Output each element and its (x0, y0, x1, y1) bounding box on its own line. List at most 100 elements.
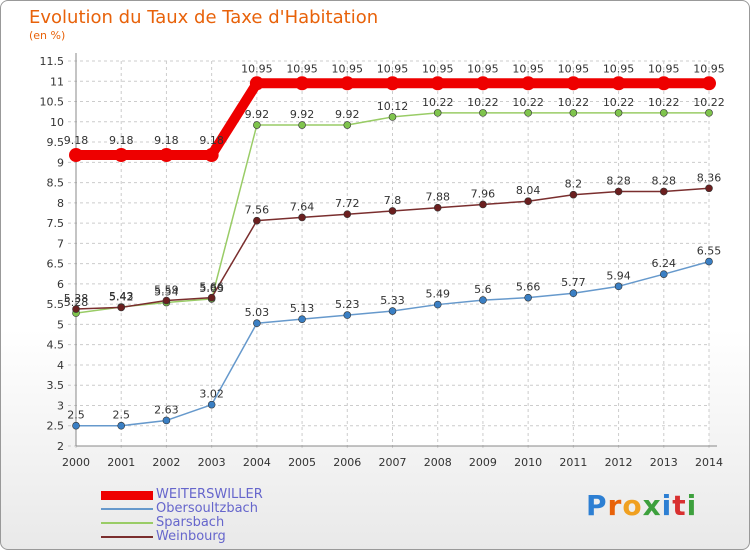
data-point-weinbourg (705, 184, 713, 193)
data-point-weiterswiller (385, 76, 400, 91)
data-label-obersoultzbach: 5.94 (606, 269, 631, 282)
y-tick-label: 5.5 (47, 298, 65, 311)
data-point-weinbourg (117, 303, 126, 312)
data-point-sparsbach (524, 109, 532, 117)
data-label-obersoultzbach: 5.49 (425, 288, 450, 301)
legend-swatch-sparsbach (101, 522, 153, 524)
data-point-sparsbach (253, 121, 261, 129)
data-label-sparsbach: 10.22 (558, 96, 590, 109)
data-point-weiterswiller (340, 76, 355, 91)
x-tick-label: 2013 (650, 456, 678, 469)
data-label-obersoultzbach: 5.23 (335, 298, 360, 311)
y-tick-label: 11 (50, 75, 64, 88)
data-label-sparsbach: 5.28 (64, 296, 89, 309)
data-label-sparsbach: 9.92 (245, 108, 270, 121)
logo-letter: x (642, 489, 662, 522)
data-label-weinbourg: 5.59 (154, 284, 179, 297)
data-point-weinbourg (479, 200, 487, 209)
logo-letter: t (672, 489, 687, 522)
chart-title: Evolution du Taux de Taxe d'Habitation (29, 7, 379, 28)
data-point-weinbourg (388, 207, 397, 215)
data-point-weinbourg (343, 210, 352, 218)
logo-letter: i (661, 489, 673, 522)
x-tick-label: 2000 (62, 456, 90, 469)
data-label-obersoultzbach: 2.5 (67, 409, 85, 422)
data-label-obersoultzbach: 2.5 (112, 409, 130, 422)
data-point-weiterswiller (656, 76, 671, 91)
data-point-obersoultzbach (569, 289, 578, 298)
data-label-weiterswiller: 10.95 (648, 62, 680, 75)
data-label-obersoultzbach: 2.63 (154, 403, 179, 416)
data-label-weinbourg: 5.38 (64, 292, 89, 305)
data-point-obersoultzbach (207, 400, 216, 409)
x-tick-label: 2003 (198, 456, 226, 469)
x-tick-label: 2007 (379, 456, 407, 469)
data-label-obersoultzbach: 5.13 (290, 302, 315, 315)
data-label-weinbourg: 8.28 (606, 174, 631, 187)
data-point-weinbourg (614, 187, 623, 196)
data-point-obersoultzbach (298, 315, 306, 323)
data-label-sparsbach: 9.92 (290, 108, 315, 121)
data-point-sparsbach (433, 109, 442, 117)
data-point-weiterswiller (159, 148, 174, 163)
y-tick-label: 8 (57, 197, 64, 210)
data-label-weinbourg: 8.36 (697, 171, 722, 184)
data-label-obersoultzbach: 5.66 (516, 281, 541, 294)
y-tick-label: 4 (57, 359, 64, 372)
y-tick-label: 3 (57, 399, 64, 412)
data-point-obersoultzbach (433, 300, 442, 309)
x-tick-label: 2011 (559, 456, 587, 469)
data-label-weiterswiller: 9.18 (109, 134, 134, 147)
data-point-weiterswiller (295, 76, 310, 91)
y-tick-label: 2.5 (47, 420, 65, 433)
x-tick-label: 2008 (424, 456, 452, 469)
y-tick-label: 9 (57, 156, 64, 169)
data-point-weiterswiller (69, 148, 83, 163)
data-point-weinbourg (524, 197, 532, 206)
data-label-weinbourg: 7.56 (245, 204, 270, 217)
x-tick-label: 2004 (243, 456, 271, 469)
data-point-obersoultzbach (72, 421, 80, 430)
data-point-weiterswiller (204, 148, 219, 163)
y-tick-label: 2 (57, 440, 64, 453)
data-point-obersoultzbach (479, 296, 487, 304)
data-label-sparsbach: 10.22 (422, 96, 454, 109)
legend-swatch-obersoultzbach (101, 508, 153, 510)
data-label-weiterswiller: 9.18 (199, 134, 224, 147)
data-label-obersoultzbach: 5.33 (380, 294, 405, 307)
data-label-weinbourg: 7.8 (384, 194, 402, 207)
data-label-sparsbach: 5.43 (109, 290, 134, 303)
legend-label-obersoultzbach: Obersoultzbach (156, 501, 258, 516)
data-point-weinbourg (659, 187, 668, 196)
legend-label-weinbourg: Weinbourg (156, 529, 226, 544)
data-point-weinbourg (162, 296, 171, 305)
data-point-sparsbach (705, 109, 713, 117)
data-label-weiterswiller: 10.95 (332, 62, 364, 75)
data-label-sparsbach: 10.22 (512, 96, 544, 109)
data-label-sparsbach: 5.63 (199, 282, 224, 295)
data-label-sparsbach: 5.54 (154, 286, 179, 299)
data-label-sparsbach: 10.22 (693, 96, 725, 109)
data-label-weinbourg: 7.88 (425, 191, 450, 204)
chart-subtitle: (en %) (29, 29, 66, 42)
data-point-weiterswiller (430, 76, 445, 91)
data-label-sparsbach: 10.22 (467, 96, 499, 109)
data-label-weiterswiller: 10.95 (422, 62, 454, 75)
data-label-obersoultzbach: 5.6 (474, 283, 492, 296)
x-tick-label: 2014 (695, 456, 723, 469)
data-label-weinbourg: 8.04 (516, 184, 541, 197)
data-label-weinbourg: 5.66 (199, 281, 224, 294)
data-point-obersoultzbach (117, 421, 126, 430)
y-tick-label: 10.5 (40, 96, 65, 109)
data-point-weiterswiller (521, 76, 536, 91)
data-label-weiterswiller: 10.95 (603, 62, 635, 75)
data-label-weiterswiller: 9.18 (154, 134, 179, 147)
x-tick-label: 2002 (152, 456, 180, 469)
data-point-weiterswiller (475, 76, 490, 91)
data-label-sparsbach: 10.12 (377, 100, 409, 113)
data-point-weiterswiller (249, 76, 264, 91)
data-label-weiterswiller: 10.95 (467, 62, 499, 75)
data-point-obersoultzbach (705, 257, 713, 266)
data-point-obersoultzbach (659, 270, 668, 278)
proxiti-logo: Proxiti (586, 489, 697, 522)
